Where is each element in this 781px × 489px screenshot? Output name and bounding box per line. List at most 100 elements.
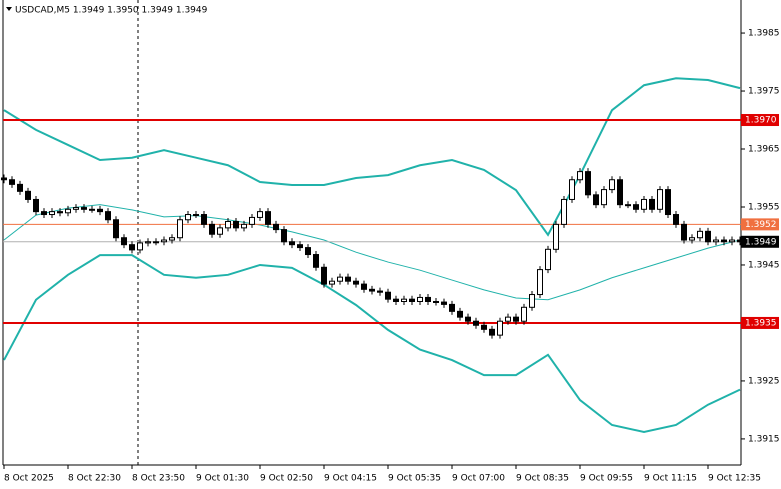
level-label-bg [741, 316, 779, 329]
candle-body [633, 204, 639, 210]
candle-body [441, 301, 447, 305]
candle-body [177, 219, 183, 239]
candle-body [201, 214, 207, 225]
candle-body [617, 179, 623, 206]
y-tick-label: 1.3925 [748, 376, 780, 386]
x-tick-label: 8 Oct 2025 [4, 474, 54, 484]
x-tick-label: 9 Oct 02:50 [260, 474, 313, 484]
x-tick-label: 8 Oct 22:30 [68, 474, 121, 484]
x-tick-label: 9 Oct 05:35 [388, 474, 441, 484]
y-tick-label: 1.3965 [748, 145, 780, 155]
candle-body [689, 237, 695, 241]
candle-body [505, 316, 511, 322]
x-tick-label: 9 Oct 11:15 [644, 474, 697, 484]
candle-body [217, 227, 223, 235]
candle-body [657, 189, 663, 210]
y-tick-label: 1.3945 [748, 260, 780, 270]
candle-body [457, 310, 463, 318]
candle-body [65, 208, 71, 214]
candle-body [345, 276, 351, 282]
level-label: 1.3935 [745, 318, 777, 328]
candle-body [9, 179, 15, 185]
candle-body [113, 219, 119, 239]
candle-body [297, 244, 303, 249]
candle-body [681, 223, 687, 241]
candle-body [529, 294, 535, 308]
candle-body [377, 290, 383, 293]
y-tick-label: 1.3955 [748, 202, 780, 212]
candle-body [569, 179, 575, 200]
candle-body [225, 220, 231, 229]
candle-body [713, 239, 719, 243]
candle-body [153, 241, 159, 244]
candle-body [209, 223, 215, 235]
candle-body [249, 216, 255, 225]
x-tick-label: 8 Oct 23:50 [132, 474, 185, 484]
x-tick-label: 9 Oct 04:15 [324, 474, 377, 484]
candle-body [17, 183, 23, 192]
candle-body [169, 237, 175, 241]
candle-body [369, 288, 375, 292]
candle-body [289, 241, 295, 246]
candle-body [481, 324, 487, 330]
candle-body [625, 204, 631, 207]
candle-body [417, 296, 423, 302]
y-tick-label: 1.3915 [748, 434, 780, 444]
candle-body [577, 171, 583, 181]
candle-body [97, 208, 103, 213]
candle-body [57, 211, 63, 214]
candle-body [193, 214, 199, 217]
bollinger-band [3, 77, 741, 237]
candle-body [185, 214, 191, 221]
chart-title: USDCAD,M5 1.3949 1.3950 1.3949 1.3949 [15, 6, 208, 16]
candle-body [513, 316, 519, 322]
y-tick-label: 1.3985 [748, 29, 780, 39]
candle-body [649, 198, 655, 210]
candle-body [241, 223, 247, 229]
candle-body [41, 211, 47, 216]
candle-body [641, 198, 647, 210]
candle-body [305, 247, 311, 256]
candle-body [321, 266, 327, 285]
level-label: 1.3970 [745, 116, 777, 126]
candle-body [673, 214, 679, 225]
x-tick-label: 9 Oct 07:00 [452, 474, 505, 484]
candle-body [409, 298, 415, 302]
candle-body [73, 207, 79, 210]
candle-body [361, 283, 367, 290]
x-tick-label: 9 Oct 01:30 [196, 474, 249, 484]
candle-body [465, 316, 471, 322]
candle-body [705, 230, 711, 243]
level-label: 1.3952 [745, 220, 777, 230]
candle-body [89, 208, 95, 211]
candle-body [273, 223, 279, 231]
candle-body [561, 198, 567, 225]
menu-triangle[interactable] [6, 7, 12, 11]
candle-body [281, 229, 287, 243]
candle-body [33, 198, 39, 213]
candle-body [585, 171, 591, 196]
candle-body [537, 269, 543, 296]
candle-body [521, 306, 527, 322]
candle-body [353, 280, 359, 285]
candle-body [1, 177, 7, 181]
candle-body [121, 237, 127, 246]
candle-body [489, 328, 495, 336]
x-tick-label: 9 Oct 08:35 [516, 474, 569, 484]
candle-body [145, 241, 151, 244]
candle-body [257, 211, 263, 218]
candle-body [609, 179, 615, 191]
candle-body [137, 242, 143, 251]
candle-body [665, 189, 671, 216]
candle-body [129, 244, 135, 251]
candle-body [449, 303, 455, 312]
candle-body [593, 194, 599, 206]
candle-body [233, 220, 239, 229]
candle-body [161, 239, 167, 243]
candle-body [425, 296, 431, 302]
last-price-label-bg [741, 235, 779, 248]
candle-body [545, 248, 551, 271]
candle-body [697, 230, 703, 239]
